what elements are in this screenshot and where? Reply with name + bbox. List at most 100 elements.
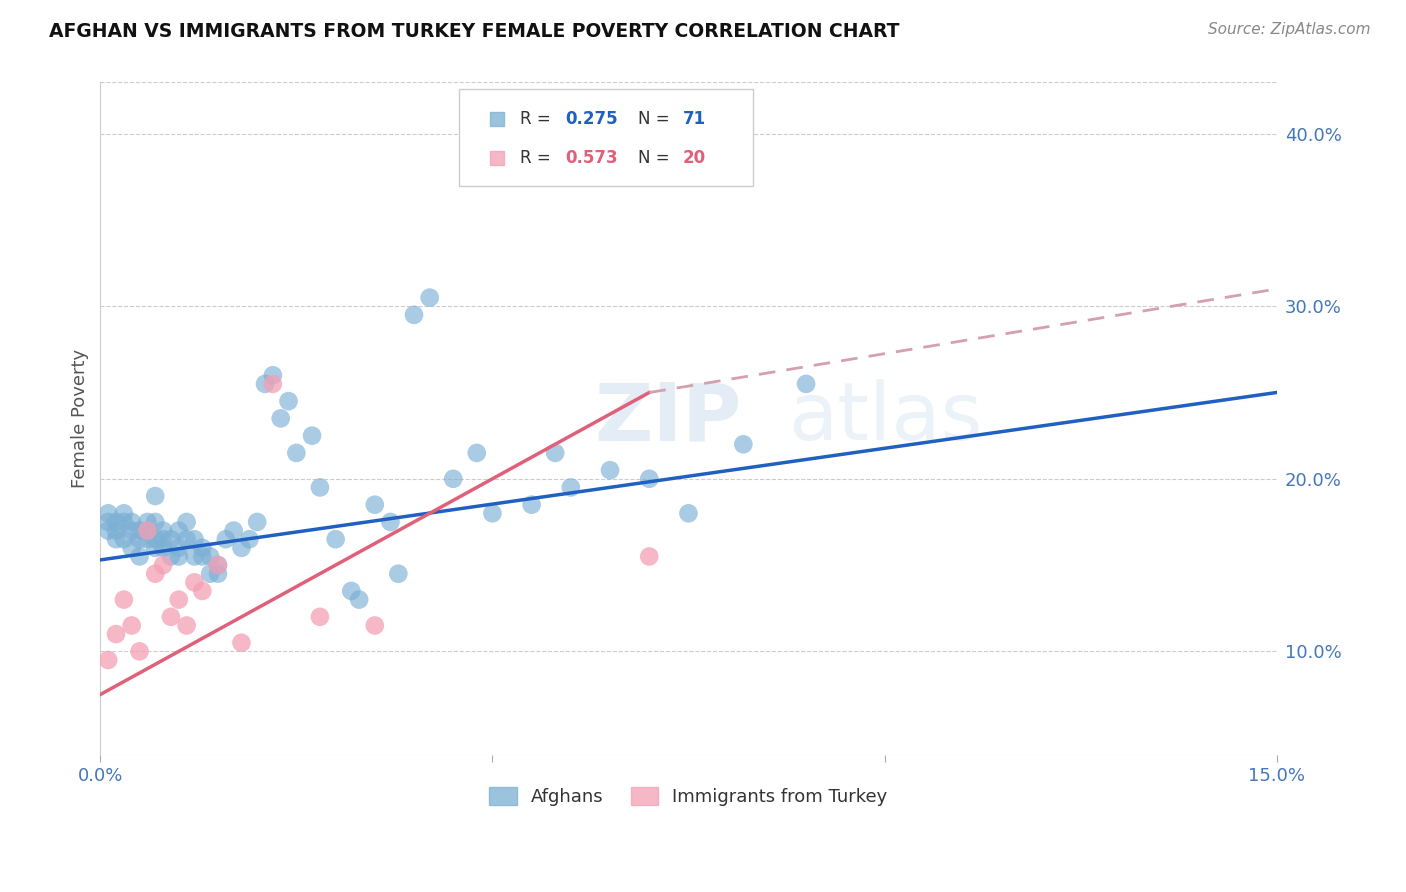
Point xyxy=(167,592,190,607)
Point xyxy=(97,653,120,667)
Point xyxy=(231,636,253,650)
Point xyxy=(191,541,214,555)
Point xyxy=(176,515,198,529)
Point xyxy=(167,541,190,555)
Text: 0.573: 0.573 xyxy=(565,150,617,168)
Point xyxy=(325,532,347,546)
Point xyxy=(638,549,661,564)
Point xyxy=(277,394,299,409)
Point xyxy=(176,532,198,546)
Point xyxy=(301,428,323,442)
Point xyxy=(112,506,135,520)
Point xyxy=(143,541,166,555)
Point xyxy=(105,532,128,546)
Point xyxy=(207,558,229,573)
Point xyxy=(198,566,221,581)
Point xyxy=(402,308,425,322)
Point xyxy=(544,446,567,460)
Point xyxy=(183,549,205,564)
Text: N =: N = xyxy=(638,150,675,168)
Point xyxy=(143,566,166,581)
Text: N =: N = xyxy=(638,110,675,128)
Point xyxy=(97,515,120,529)
Point xyxy=(128,532,150,546)
Point xyxy=(520,498,543,512)
Point xyxy=(136,532,159,546)
Point xyxy=(183,575,205,590)
Point xyxy=(105,627,128,641)
Point xyxy=(215,532,238,546)
Point xyxy=(167,524,190,538)
Point xyxy=(136,524,159,538)
Point xyxy=(191,584,214,599)
Point xyxy=(262,376,284,391)
Point xyxy=(481,506,503,520)
Point xyxy=(121,541,143,555)
Point xyxy=(121,515,143,529)
Point xyxy=(143,489,166,503)
Point xyxy=(152,524,174,538)
Text: R =: R = xyxy=(520,150,557,168)
Point xyxy=(152,532,174,546)
Point xyxy=(112,592,135,607)
Point xyxy=(121,618,143,632)
Point xyxy=(143,532,166,546)
Point xyxy=(560,480,582,494)
Point xyxy=(198,549,221,564)
Point xyxy=(380,515,402,529)
Text: R =: R = xyxy=(520,110,557,128)
Point xyxy=(128,524,150,538)
Point xyxy=(152,558,174,573)
Point xyxy=(183,532,205,546)
Point xyxy=(191,549,214,564)
Point xyxy=(733,437,755,451)
Point xyxy=(246,515,269,529)
Point xyxy=(309,480,332,494)
Point xyxy=(112,532,135,546)
Text: ZIP: ZIP xyxy=(595,379,741,458)
Point xyxy=(262,368,284,383)
Point xyxy=(270,411,292,425)
Point xyxy=(176,618,198,632)
Text: AFGHAN VS IMMIGRANTS FROM TURKEY FEMALE POVERTY CORRELATION CHART: AFGHAN VS IMMIGRANTS FROM TURKEY FEMALE … xyxy=(49,22,900,41)
Point xyxy=(794,376,817,391)
Point xyxy=(128,549,150,564)
Text: 20: 20 xyxy=(682,150,706,168)
Legend: Afghans, Immigrants from Turkey: Afghans, Immigrants from Turkey xyxy=(482,780,894,814)
Point xyxy=(136,524,159,538)
Point xyxy=(340,584,363,599)
Point xyxy=(599,463,621,477)
Point xyxy=(387,566,409,581)
Point xyxy=(207,558,229,573)
Point xyxy=(678,506,700,520)
Point xyxy=(441,472,464,486)
Y-axis label: Female Poverty: Female Poverty xyxy=(72,349,89,488)
Text: 71: 71 xyxy=(682,110,706,128)
Point xyxy=(105,515,128,529)
Text: atlas: atlas xyxy=(789,379,983,458)
Point xyxy=(419,291,441,305)
Point xyxy=(560,161,582,176)
Point xyxy=(231,541,253,555)
Point xyxy=(465,446,488,460)
Point xyxy=(347,592,370,607)
Text: Source: ZipAtlas.com: Source: ZipAtlas.com xyxy=(1208,22,1371,37)
Point xyxy=(143,515,166,529)
Point xyxy=(167,549,190,564)
Point xyxy=(160,610,183,624)
Point xyxy=(105,524,128,538)
Point xyxy=(136,515,159,529)
Point xyxy=(112,515,135,529)
Point xyxy=(97,506,120,520)
Point xyxy=(207,566,229,581)
Point xyxy=(364,618,387,632)
Point xyxy=(364,498,387,512)
Point xyxy=(160,549,183,564)
Point xyxy=(152,541,174,555)
Point xyxy=(238,532,260,546)
Text: 0.275: 0.275 xyxy=(565,110,617,128)
FancyBboxPatch shape xyxy=(460,88,754,186)
Point xyxy=(309,610,332,624)
Point xyxy=(160,532,183,546)
Point xyxy=(253,376,276,391)
